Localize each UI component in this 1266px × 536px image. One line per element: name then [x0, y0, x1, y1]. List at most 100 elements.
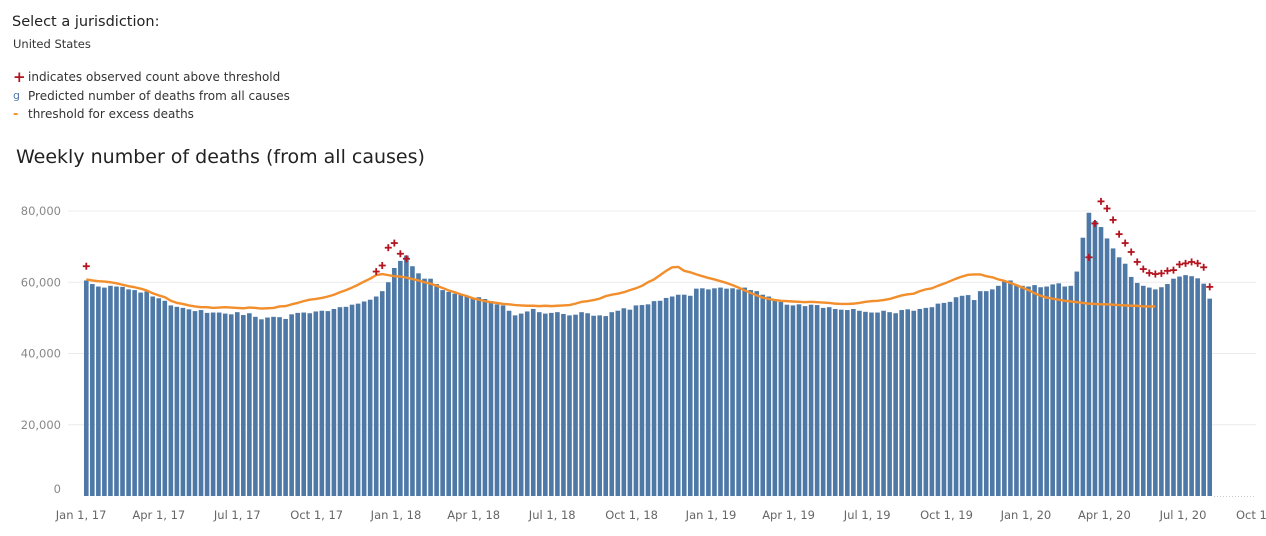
bar [1050, 284, 1055, 496]
above-threshold-marker [1097, 197, 1105, 205]
bar [826, 307, 832, 496]
bar [319, 310, 325, 496]
legend-item-predicted: g Predicted number of deaths from all ca… [13, 87, 290, 106]
y-tick-label: 0 [54, 482, 61, 496]
above-threshold-marker [1139, 265, 1147, 273]
bar [259, 319, 264, 496]
above-threshold-marker [1151, 270, 1159, 278]
above-threshold-marker [1206, 283, 1214, 291]
bar [772, 300, 778, 496]
bar [724, 288, 729, 496]
bar [675, 294, 681, 496]
above-threshold-marker [1103, 205, 1111, 213]
bar [983, 291, 989, 496]
x-tick-label: Jan 1, 19 [685, 508, 737, 522]
bar [325, 311, 331, 496]
bar [1002, 281, 1007, 496]
bar [428, 278, 433, 496]
bar [923, 307, 929, 496]
bar [216, 312, 222, 496]
bar [838, 309, 844, 496]
above-threshold-marker [378, 262, 386, 270]
legend: + indicates observed count above thresho… [13, 68, 290, 124]
above-threshold-marker [1194, 259, 1202, 267]
bar [802, 306, 808, 496]
above-threshold-marker [1169, 266, 1177, 274]
bar [1086, 212, 1092, 496]
bar [367, 299, 373, 496]
bar [307, 313, 313, 496]
bar [410, 266, 415, 496]
jurisdiction-select[interactable]: United States [13, 37, 91, 51]
bar [814, 305, 820, 496]
bar [295, 312, 300, 496]
bar [1062, 286, 1068, 496]
bar [585, 313, 590, 496]
bar [90, 284, 95, 496]
bar [845, 310, 850, 496]
bar [917, 308, 923, 496]
bar [935, 303, 941, 497]
bar [440, 290, 445, 496]
bar [1183, 275, 1188, 497]
bar [639, 305, 645, 496]
bar [488, 301, 494, 496]
bar [198, 310, 204, 496]
legend-label-observed: indicates observed count above threshold [28, 70, 281, 85]
bar [180, 307, 186, 496]
bar [138, 292, 143, 496]
bar [500, 305, 506, 496]
bar [83, 280, 89, 496]
bar [555, 312, 560, 496]
bar [573, 314, 578, 496]
above-threshold-marker [1091, 219, 1099, 227]
bar [730, 288, 735, 496]
bar [899, 310, 904, 496]
bar [706, 289, 711, 497]
bar [120, 286, 125, 496]
bar [851, 308, 856, 496]
bar [1128, 276, 1134, 496]
bar [458, 294, 464, 496]
bar [1201, 283, 1206, 496]
threshold-line [86, 265, 1156, 310]
bar [1189, 276, 1194, 496]
bar [941, 302, 947, 496]
legend-label-threshold: threshold for excess deaths [28, 107, 194, 122]
bar [875, 312, 880, 496]
bar [1056, 283, 1062, 496]
bar [700, 288, 705, 496]
bar [543, 313, 548, 496]
bar [597, 315, 602, 496]
y-tick-label: 40,000 [21, 347, 61, 361]
bar [1020, 285, 1025, 496]
bar [524, 311, 530, 496]
bar [561, 313, 566, 496]
bar [392, 268, 397, 496]
bar [156, 298, 162, 496]
above-threshold-marker [1109, 216, 1117, 224]
bar [796, 304, 802, 496]
bar [989, 289, 995, 497]
bar [102, 287, 107, 496]
x-tick-label: Jan 1, 18 [370, 508, 422, 522]
bar [736, 289, 741, 497]
bar [657, 300, 663, 496]
above-threshold-marker [1157, 269, 1165, 277]
bar [621, 308, 627, 496]
bar [464, 296, 470, 496]
above-threshold-marker [390, 239, 398, 247]
bar [1038, 287, 1043, 496]
bar [965, 295, 971, 496]
bar [289, 314, 294, 496]
above-threshold-marker [1115, 230, 1123, 238]
bar [687, 295, 693, 496]
bar [820, 307, 826, 496]
bar [1171, 278, 1176, 496]
bar [398, 260, 403, 497]
x-tick-label: Apr 1, 19 [762, 508, 815, 522]
bar [96, 286, 101, 496]
bar [470, 298, 476, 496]
bar [893, 313, 898, 496]
bar [863, 311, 868, 496]
